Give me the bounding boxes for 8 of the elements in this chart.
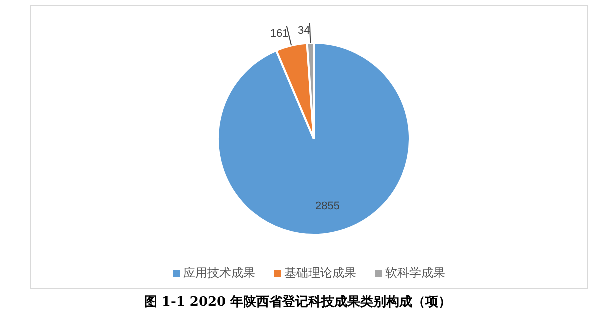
data-label: 161 — [270, 28, 289, 40]
legend-label: 应用技术成果 — [184, 265, 256, 282]
pie-slice — [217, 42, 411, 236]
legend-label: 基础理论成果 — [284, 265, 356, 282]
caption: 图 1-1 2020 年陕西省登记科技成果类别构成（项） — [143, 294, 453, 311]
data-label: 2855 — [316, 200, 340, 213]
data-label: 34 — [298, 25, 310, 38]
legend-label: 软科学成果 — [386, 265, 446, 282]
